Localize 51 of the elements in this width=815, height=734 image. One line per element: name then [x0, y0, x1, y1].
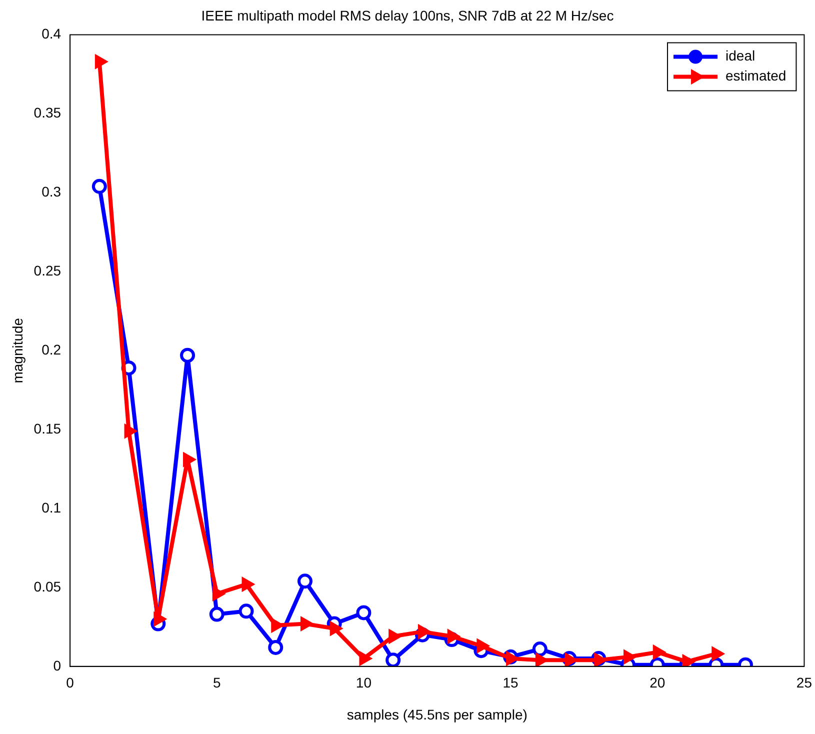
point	[268, 640, 284, 655]
point	[624, 650, 636, 664]
x-tick-label: 5	[212, 674, 221, 691]
y-tick-label: 0.35	[34, 104, 62, 121]
point	[183, 452, 196, 466]
point	[386, 652, 401, 666]
y-tick-label: 0	[53, 657, 62, 674]
point	[180, 348, 196, 363]
point	[594, 653, 606, 666]
point	[271, 618, 284, 632]
point	[238, 604, 254, 619]
point	[94, 54, 107, 68]
legend-label: estimated	[726, 68, 786, 84]
point	[652, 645, 665, 659]
y-tick-label: 0.25	[34, 262, 62, 279]
point	[92, 178, 107, 194]
point	[506, 652, 518, 666]
point	[300, 617, 312, 630]
point	[242, 578, 254, 591]
point	[476, 639, 489, 653]
point	[124, 424, 136, 438]
y-tick-label: 0.15	[34, 420, 62, 436]
x-tick-label: 0	[66, 674, 74, 691]
x-tick-label: 10	[356, 674, 372, 691]
point	[212, 587, 224, 600]
point	[682, 654, 694, 666]
point	[359, 652, 372, 666]
chart-title: IEEE multipath model RMS delay 100ns, SNR 7dB at 22 M Hz/sec	[201, 7, 614, 24]
y-tick-label: 0.1	[42, 499, 62, 516]
point	[712, 647, 724, 660]
y-tick-label: 0.4	[42, 26, 62, 42]
point	[564, 653, 577, 666]
point	[532, 642, 548, 657]
x-tick-label: 20	[650, 674, 666, 691]
y-axis-title: magnitude	[9, 318, 26, 384]
x-tick-label: 15	[502, 674, 519, 691]
point	[330, 622, 342, 636]
x-tick-label: 25	[796, 674, 812, 691]
x-axis-title: samples (45.5ns per sample)	[346, 706, 528, 722]
point	[535, 653, 548, 666]
y-tick-label: 0.3	[42, 184, 62, 200]
point	[356, 605, 372, 620]
point	[154, 612, 166, 626]
legend-label: ideal	[726, 48, 756, 64]
point	[418, 624, 430, 638]
y-tick-label: 0.2	[42, 341, 62, 358]
point	[388, 630, 401, 644]
y-tick-label: 0.05	[34, 578, 62, 594]
point	[447, 630, 460, 644]
point	[297, 574, 312, 589]
point	[209, 606, 224, 622]
